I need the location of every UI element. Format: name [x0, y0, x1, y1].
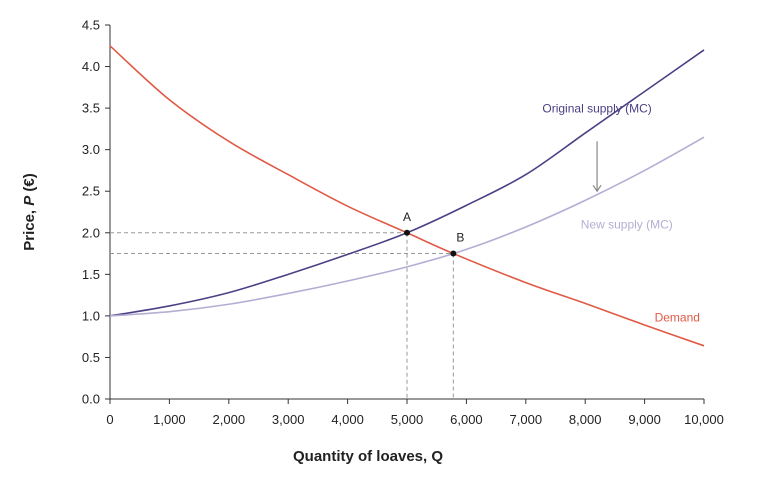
shift-arrow-head: [592, 184, 602, 193]
series-line: [109, 45, 705, 347]
equilibrium-point: [404, 229, 410, 236]
guide-lines: [110, 232, 454, 399]
x-tick-label: 0: [106, 412, 113, 427]
curves: Original supply (MC) New supply (MC) Deman…: [109, 45, 705, 347]
x-tick-label: 7,000: [510, 412, 543, 427]
series-label: Demand: [655, 311, 700, 325]
x-tick-label: 10,000: [684, 412, 724, 427]
y-tick-label: 2.5: [82, 184, 100, 199]
series-line: [109, 136, 705, 317]
series-label: New supply (MC): [581, 218, 673, 232]
y-tick-label: 0.0: [82, 392, 100, 407]
x-tick-label: 4,000: [331, 412, 364, 427]
axes: 0.0 0.5 1.0 1.5 2.0 2.5 3.0 3.5 4.0 4.5 0 1,000 2,00…: [82, 18, 724, 428]
y-tick-label: 1.5: [82, 267, 100, 282]
x-tick-label: 1,000: [153, 412, 186, 427]
x-tick-label: 6,000: [450, 412, 483, 427]
y-tick-label: 0.5: [82, 350, 100, 365]
y-axis-title-prefix: Price,: [21, 206, 38, 251]
x-tick-label: 2,000: [213, 412, 246, 427]
x-tick-label: 9,000: [628, 412, 661, 427]
equilibrium-point: [450, 250, 457, 257]
y-axis-title-symbol: P: [21, 195, 38, 206]
equilibrium-point-label: B: [456, 231, 464, 245]
y-axis-title-unit: (€): [21, 173, 38, 196]
equilibrium-point-label: A: [403, 210, 411, 224]
y-tick-label: 3.0: [82, 142, 100, 157]
annotation-marks: AB: [403, 141, 602, 257]
x-axis-title: Quantity of loaves, Q: [293, 448, 443, 465]
series-label: Original supply (MC): [542, 101, 651, 115]
x-tick-label: 8,000: [569, 412, 602, 427]
y-tick-label: 3.5: [82, 101, 100, 116]
y-axis-title: Price, P (€): [21, 173, 38, 251]
y-tick-label: 2.0: [82, 225, 100, 240]
y-tick-label: 4.0: [82, 59, 100, 74]
x-tick-label: 5,000: [391, 412, 424, 427]
x-tick-label: 3,000: [272, 412, 305, 427]
series-line: [109, 49, 705, 317]
y-tick-label: 1.0: [82, 308, 100, 323]
y-tick-label: 4.5: [82, 18, 100, 33]
